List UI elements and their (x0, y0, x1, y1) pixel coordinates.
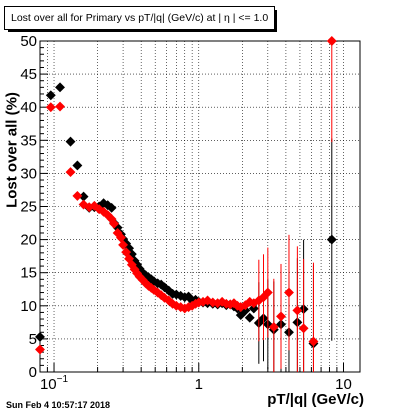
red-data-point (45, 102, 56, 113)
y-tick-label: 10 (20, 298, 37, 315)
y-tick-label: 20 (20, 232, 37, 249)
chart-title-box: Lost over all for Primary vs pT/|q| (GeV… (4, 6, 278, 32)
black-data-point (45, 90, 56, 101)
red-data-point (268, 322, 279, 332)
y-axis-label: Lost over all (%) (2, 90, 22, 210)
red-data-point (55, 101, 65, 112)
chart-title: Lost over all for Primary vs pT/|q| (GeV… (11, 12, 269, 24)
y-tick-label: 45 (20, 66, 37, 83)
black-data-point (326, 234, 337, 245)
red-data-point (118, 239, 129, 250)
red-data-point (72, 190, 83, 201)
red-data-point (298, 323, 309, 334)
grid-lines (40, 41, 360, 372)
y-tick-label: 25 (20, 199, 37, 216)
black-data-point (72, 160, 83, 171)
y-tick-label: 35 (20, 132, 37, 149)
red-data-point (308, 336, 319, 347)
y-tick-label: 5 (29, 331, 37, 348)
red-data-point (109, 218, 120, 229)
red-data-point (262, 287, 273, 298)
red-data-point (65, 167, 76, 178)
x-tick-label: 1 (195, 376, 203, 393)
black-data-point (55, 82, 65, 93)
black-data-point (78, 191, 89, 202)
black-data-point (244, 312, 255, 323)
y-axis-label-text: Lost over all (%) (3, 92, 21, 208)
red-data-point (284, 287, 294, 298)
x-tick-label: 10−1 (40, 374, 69, 393)
red-data-point (276, 311, 286, 322)
black-data-point (65, 136, 76, 147)
y-tick-label: 15 (20, 265, 37, 282)
x-axis-label: pT/|q| (GeV/c) (267, 391, 364, 408)
y-tick-label: 50 (20, 33, 37, 50)
black-data-point (106, 202, 117, 213)
red-data-point (292, 305, 303, 316)
y-tick-label: 0 (29, 364, 37, 381)
date-stamp: Sun Feb 4 10:57:17 2018 (6, 400, 111, 410)
y-tick-label: 30 (20, 165, 37, 182)
black-data-point (248, 303, 259, 314)
x-tick-label-exponent: −1 (57, 374, 69, 385)
red-data-point (116, 232, 126, 243)
y-tick-label: 40 (20, 99, 37, 116)
x-tick-label: 10 (335, 376, 352, 393)
